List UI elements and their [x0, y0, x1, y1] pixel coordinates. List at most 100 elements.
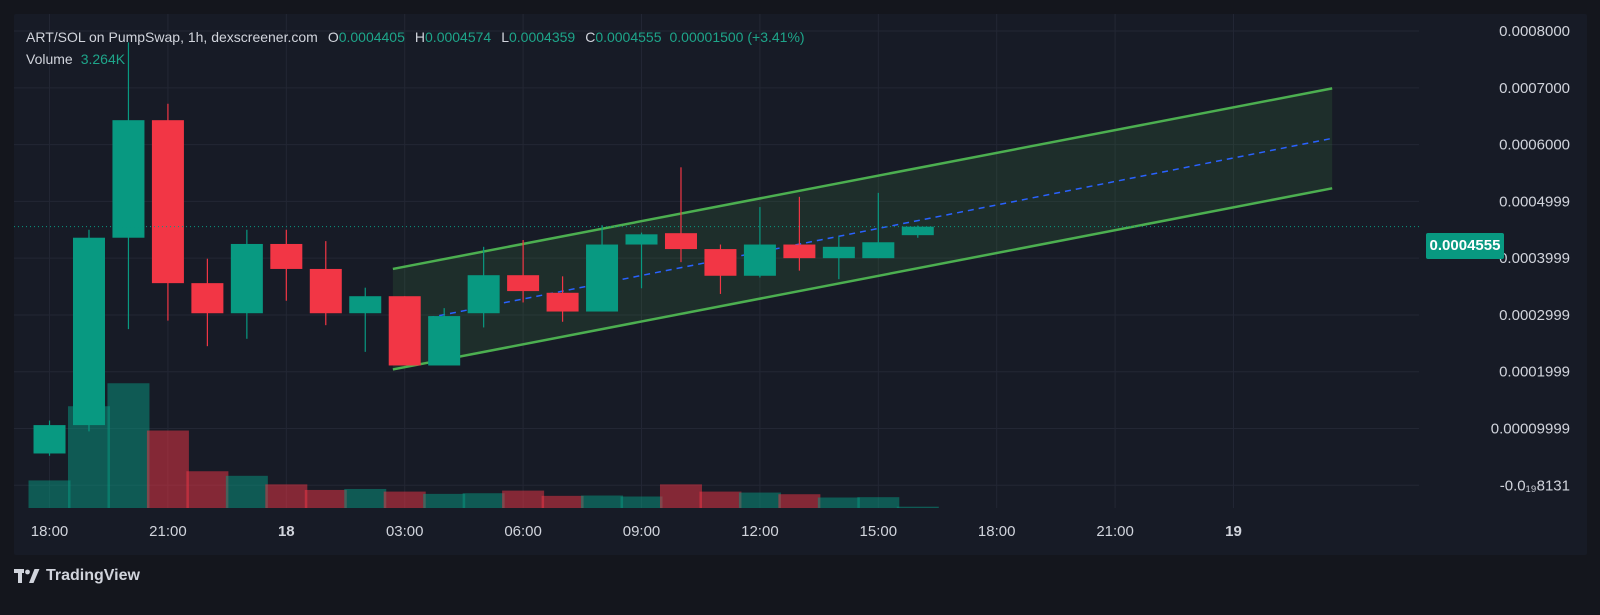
time-tick-label: 18:00	[978, 523, 1016, 540]
candle-body	[467, 275, 500, 314]
price-axis[interactable]: 0.0008000 0.0007000 0.0006000 0.0004999 0.00…	[1491, 23, 1570, 494]
volume-bar	[778, 494, 821, 508]
volume-bar	[107, 383, 150, 508]
candle-body	[822, 246, 855, 259]
volume-bar	[857, 497, 900, 508]
time-tick-label: 21:00	[1096, 523, 1134, 540]
candle-body	[862, 242, 895, 259]
volume-bar	[502, 490, 545, 508]
channel-upper-line	[392, 87, 1333, 271]
candle-body	[743, 244, 776, 276]
candle-body	[112, 120, 145, 238]
volume-row: Volume 3.264K	[26, 48, 805, 70]
candle	[388, 296, 421, 366]
candle	[309, 241, 342, 326]
candle-body	[349, 296, 382, 314]
volume-label: Volume	[26, 51, 73, 67]
candle-body	[270, 243, 303, 269]
high-label: H	[414, 29, 426, 45]
time-tick-label: 19	[1225, 523, 1242, 540]
candlestick-chart[interactable]: 0.0008000 0.0007000 0.0006000 0.0004999 0.00…	[14, 14, 1587, 555]
candle-body	[704, 249, 737, 276]
time-tick-label: 18	[278, 523, 295, 540]
channel-fill	[392, 88, 1333, 370]
candle-body	[33, 425, 66, 454]
volume-bar	[344, 488, 387, 508]
price-tick-label: 0.0004999	[1499, 193, 1570, 210]
ohlc-row: ART/SOL on PumpSwap, 1h, dexscreener.com…	[26, 26, 805, 48]
candle-body	[625, 234, 658, 245]
tradingview-brand[interactable]: TradingView	[14, 567, 140, 585]
open-label: O	[327, 29, 339, 45]
candle	[783, 196, 816, 271]
close-value: 0.0004555	[595, 29, 662, 45]
candle	[743, 207, 776, 278]
volume-bar	[225, 475, 268, 508]
current-price-badge: 0.0004555	[1426, 233, 1504, 259]
chart-panel[interactable]: 0.0008000 0.0007000 0.0006000 0.0004999 0.00…	[14, 14, 1587, 555]
channel-lower-line	[392, 187, 1333, 371]
candle	[191, 258, 224, 347]
candle	[72, 229, 105, 432]
price-tick-label: 0.0001999	[1499, 364, 1570, 381]
price-tick-label: 0.0008000	[1499, 23, 1570, 40]
volume-bar	[186, 471, 229, 508]
time-tick-label: 12:00	[741, 523, 779, 540]
candle	[33, 420, 66, 456]
volume-bars	[28, 383, 939, 508]
time-tick-label: 21:00	[149, 523, 187, 540]
candle	[151, 103, 184, 321]
candle	[822, 236, 855, 280]
price-tick-label: -0.0₁₉8131	[1500, 477, 1570, 494]
candle	[664, 167, 697, 263]
volume-bar	[620, 496, 663, 508]
volume-bar	[541, 495, 584, 508]
price-tick-label: 0.0002999	[1499, 307, 1570, 324]
time-tick-label: 03:00	[386, 523, 424, 540]
low-label: L	[501, 29, 509, 45]
candle-body	[72, 237, 105, 426]
volume-bar	[265, 484, 308, 508]
volume-bar	[423, 493, 466, 508]
volume-bar	[738, 492, 781, 508]
volume-bar	[462, 493, 505, 508]
time-tick-label: 09:00	[623, 523, 661, 540]
candle	[507, 239, 540, 303]
candles[interactable]	[33, 42, 934, 456]
volume-bar	[383, 491, 426, 508]
open-value: 0.0004405	[338, 29, 405, 45]
volume-bar	[146, 430, 189, 508]
candle	[270, 229, 303, 301]
volume-bar	[659, 484, 702, 508]
candle	[901, 225, 934, 238]
candle	[862, 192, 895, 259]
time-axis[interactable]: 18:00 21:00 18 03:00 06:00 09:00 12:00 15:00 18:…	[31, 523, 1242, 540]
candle	[625, 232, 658, 289]
candle-body	[151, 120, 184, 284]
volume-bar	[699, 491, 742, 508]
volume-bar	[304, 489, 347, 508]
candle-body	[507, 275, 540, 292]
symbol-title: ART/SOL on PumpSwap, 1h, dexscreener.com	[26, 29, 318, 45]
volume-bar	[896, 506, 939, 508]
time-tick-label: 15:00	[860, 523, 898, 540]
change-value: 0.00001500 (+3.41%)	[669, 29, 805, 45]
time-tick-label: 18:00	[31, 523, 69, 540]
candle	[428, 308, 461, 366]
candle	[704, 244, 737, 294]
parallel-channel[interactable]	[392, 87, 1333, 371]
price-tick-label: 0.0007000	[1499, 80, 1570, 97]
time-tick-label: 06:00	[504, 523, 542, 540]
candle	[546, 276, 579, 322]
candle-body	[388, 296, 421, 366]
candle-body	[309, 268, 342, 314]
candle-body	[546, 292, 579, 312]
low-value: 0.0004359	[509, 29, 576, 45]
high-value: 0.0004574	[425, 29, 492, 45]
candle	[349, 287, 382, 352]
candle-body	[230, 243, 263, 314]
price-tick-label: 0.0003999	[1499, 250, 1570, 267]
price-tick-label: 0.00009999	[1491, 421, 1570, 438]
candle	[230, 229, 263, 339]
candle-body	[191, 283, 224, 314]
